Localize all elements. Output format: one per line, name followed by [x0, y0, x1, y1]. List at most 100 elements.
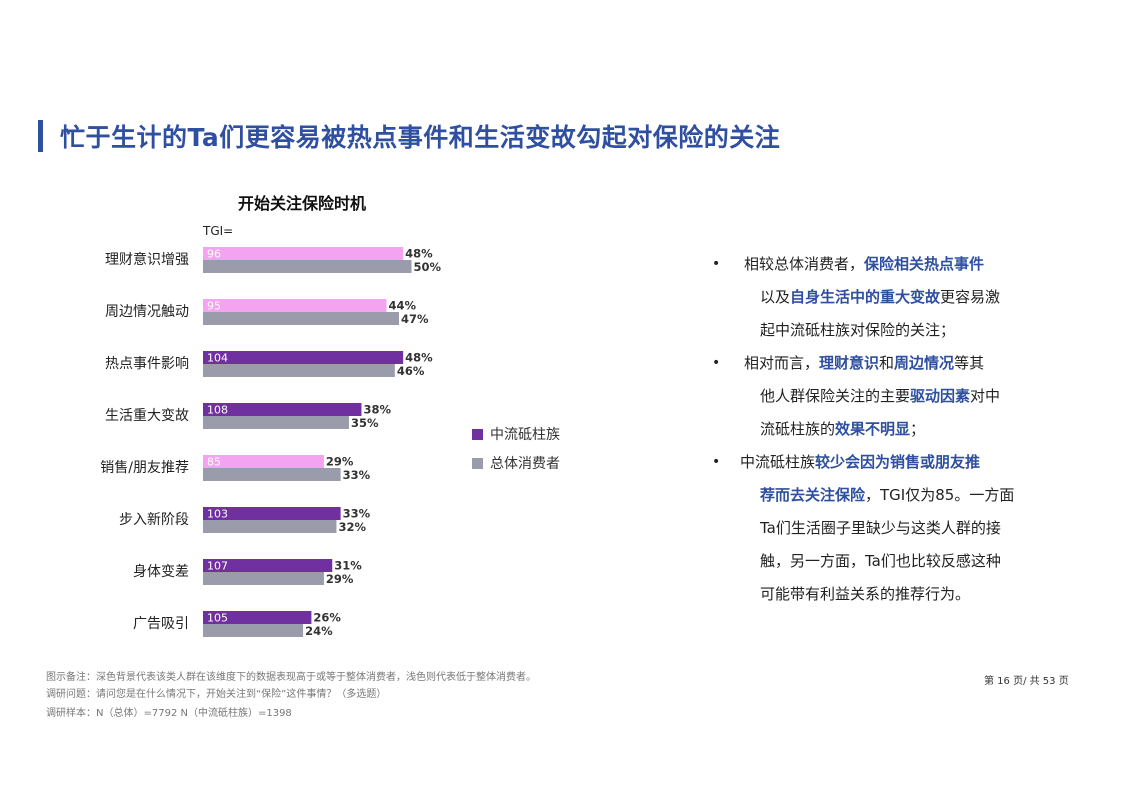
highlight-text: 较少会因为销售或朋友推	[815, 453, 981, 471]
insight-bullet: • 相对而言，理财意识和周边情况等其 他人群保险关注的主要驱动因素对中 流砥柱族的效果…	[712, 347, 1060, 446]
insight-line: Ta们生活圈子里缺少与这类人群的接	[760, 512, 1060, 545]
body-text: 和	[879, 354, 895, 372]
insight-line: 相较总体消费者，保险相关热点事件	[744, 248, 1060, 281]
data-label-segment: 48%	[405, 351, 433, 365]
bar-overall	[203, 260, 412, 273]
bullet-dot: •	[712, 256, 721, 272]
tgi-value: 107	[207, 560, 228, 573]
body-text: 中流砥柱族	[740, 453, 816, 471]
legend-item-segment: 中流砥柱族	[472, 424, 560, 444]
insight-line: 荐而去关注保险，TGI仅为85。一方面	[760, 479, 1060, 512]
category-label: 身体变差	[133, 564, 189, 580]
footnote-legend-note: 图示备注：深色背景代表该类人群在该维度下的数据表现高于或等于整体消费者，浅色则代…	[46, 672, 536, 683]
bar-segment	[203, 299, 387, 312]
body-text: 以及	[760, 288, 791, 306]
bar-segment	[203, 403, 362, 416]
bar-segment	[203, 455, 324, 468]
bullet-dot: •	[712, 454, 721, 470]
footnote-sample: 调研样本：N（总体）=7792 N（中流砥柱族）=1398	[46, 708, 292, 719]
legend-label-overall: 总体消费者	[490, 456, 560, 472]
highlight-text: 效果不明显	[835, 420, 911, 438]
body-text: ；	[910, 420, 926, 438]
bar-overall	[203, 312, 399, 325]
tgi-value: 85	[207, 456, 221, 469]
body-text: 更容易激	[940, 288, 1001, 306]
tgi-label: TGI=	[203, 224, 234, 238]
page-number: 第 16 页/ 共 53 页	[984, 676, 1069, 687]
data-label-segment: 31%	[334, 559, 362, 573]
insight-line: 相对而言，理财意识和周边情况等其	[744, 347, 1060, 380]
data-label-overall: 24%	[305, 624, 333, 638]
legend-swatch-overall	[472, 457, 483, 469]
data-label-segment: 44%	[388, 299, 416, 313]
bullet-dot: •	[712, 355, 721, 371]
insight-line: 可能带有利益关系的推荐行为。	[760, 578, 1060, 611]
body-text: 对中	[970, 387, 1001, 405]
tgi-value: 105	[207, 612, 228, 625]
body-text: 等其	[954, 354, 985, 372]
data-label-overall: 29%	[326, 572, 354, 586]
body-text: 可能带有利益关系的推荐行为。	[760, 585, 971, 603]
insight-line: 流砥柱族的效果不明显；	[760, 413, 1060, 446]
data-label-overall: 47%	[401, 312, 429, 326]
bar-segment	[203, 611, 312, 624]
chart-title: 开始关注保险时机	[238, 194, 367, 213]
data-label-overall: 35%	[351, 416, 379, 430]
tgi-value: 95	[207, 300, 221, 313]
highlight-text: 理财意识	[819, 354, 880, 372]
page-title: 忙于生计的Ta们更容易被热点事件和生活变故勾起对保险的关注	[60, 123, 781, 152]
category-label: 步入新阶段	[119, 512, 189, 528]
highlight-text: 自身生活中的重大变故	[790, 288, 941, 306]
data-label-overall: 32%	[338, 520, 366, 534]
data-label-overall: 46%	[397, 364, 425, 378]
title-accent-bar	[38, 120, 43, 152]
highlight-text: 荐而去关注保险	[760, 486, 866, 504]
body-text: ，TGI仅为85。一方面	[865, 486, 1015, 504]
data-label-segment: 26%	[313, 611, 341, 625]
highlight-text: 周边情况	[894, 354, 955, 372]
bar-overall	[203, 468, 341, 481]
bar-overall	[203, 520, 337, 533]
data-label-segment: 29%	[326, 455, 354, 469]
body-text: 相对而言，	[744, 354, 820, 372]
body-text: 起中流砥柱族对保险的关注；	[760, 321, 956, 339]
highlight-text: 保险相关热点事件	[864, 255, 985, 273]
bar-overall	[203, 416, 349, 429]
data-label-segment: 38%	[363, 403, 391, 417]
body-text: 流砥柱族的	[760, 420, 836, 438]
insight-line: 以及自身生活中的重大变故更容易激	[760, 281, 1060, 314]
category-label: 销售/朋友推荐	[100, 460, 189, 476]
legend-label-segment: 中流砥柱族	[490, 427, 560, 443]
data-label-segment: 33%	[343, 507, 371, 521]
bar-segment	[203, 507, 341, 520]
category-label: 周边情况触动	[105, 304, 189, 320]
category-label: 热点事件影响	[105, 356, 189, 372]
highlight-text: 驱动因素	[910, 387, 971, 405]
bar-overall	[203, 572, 324, 585]
bar-chart: 理财意识增强 96 48%50%周边情况触动 95 44%47%热点事件影响 104 48%…	[100, 247, 441, 639]
insight-bullet: • 中流砥柱族较少会因为销售或朋友推荐而去关注保险，TGI仅为85。一方面 Ta们生…	[712, 446, 1060, 611]
data-label-segment: 48%	[405, 247, 433, 261]
insight-line: 触，另一方面，Ta们也比较反感这种	[760, 545, 1060, 578]
chart-legend: 中流砥柱族 总体消费者	[472, 424, 560, 482]
body-text: Ta们生活圈子里缺少与这类人群的接	[760, 519, 1001, 537]
data-label-overall: 33%	[343, 468, 371, 482]
insight-bullet: • 相较总体消费者，保险相关热点事件 以及自身生活中的重大变故更容易激 起中流砥柱族对…	[712, 248, 1060, 347]
body-text: 他人群保险关注的主要	[760, 387, 911, 405]
legend-item-overall: 总体消费者	[472, 453, 560, 473]
tgi-value: 108	[207, 404, 228, 417]
category-label: 理财意识增强	[105, 251, 189, 268]
bar-overall	[203, 364, 395, 377]
insight-line: 他人群保险关注的主要驱动因素对中	[760, 380, 1060, 413]
category-label: 广告吸引	[133, 616, 189, 632]
bar-segment	[203, 351, 404, 364]
bar-overall	[203, 624, 304, 637]
legend-swatch-segment	[472, 428, 483, 440]
tgi-value: 103	[207, 508, 228, 521]
insight-notes: • 相较总体消费者，保险相关热点事件 以及自身生活中的重大变故更容易激 起中流砥柱族对…	[712, 248, 1060, 611]
bar-segment	[203, 247, 404, 260]
footnote-question: 调研问题：请问您是在什么情况下，开始关注到“保险”这件事情？（多选题）	[46, 689, 387, 700]
tgi-value: 104	[207, 352, 228, 365]
insight-line: 起中流砥柱族对保险的关注；	[760, 314, 1060, 347]
category-label: 生活重大变故	[105, 408, 189, 424]
